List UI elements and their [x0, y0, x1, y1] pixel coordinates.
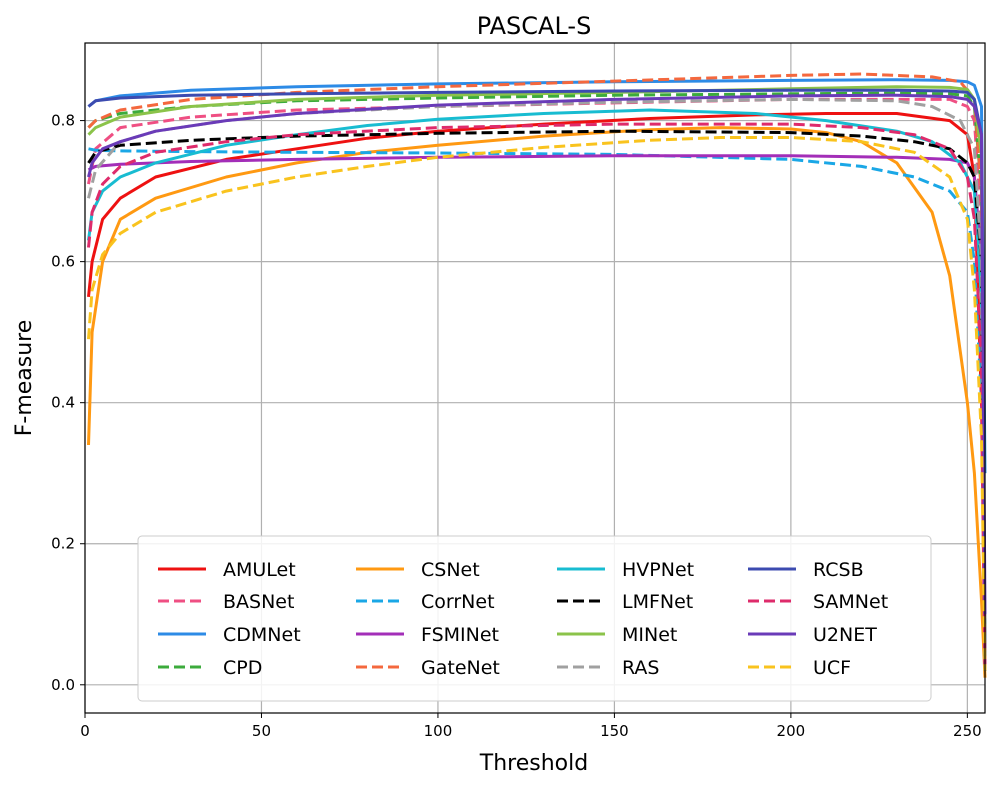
x-tick-label-0: 0	[80, 722, 90, 740]
x-tick-label-5: 250	[953, 722, 982, 740]
x-axis-ticks: 0 50 100 150 200 250	[80, 713, 982, 740]
y-tick-label-0: 0.0	[51, 676, 75, 694]
legend-label-u2net: U2NET	[813, 624, 877, 646]
x-tick-label-2: 100	[424, 722, 453, 740]
legend-label-basnet: BASNet	[223, 591, 294, 613]
series-line-corrnet	[88, 147, 987, 671]
legend-label-fsminet: FSMINet	[421, 624, 499, 646]
x-tick-label-3: 150	[600, 722, 629, 740]
y-tick-label-4: 0.8	[51, 112, 75, 130]
y-tick-label-2: 0.4	[51, 394, 75, 412]
series-line-ras	[87, 97, 987, 671]
series-line-ucf	[87, 136, 987, 671]
series-line-basnet	[87, 97, 987, 671]
legend-label-ras: RAS	[622, 657, 660, 679]
y-axis-label: F-measure	[12, 320, 37, 437]
series-line-cpd	[87, 91, 987, 671]
legend-label-minet: MINet	[622, 624, 677, 646]
legend-label-gatenet: GateNet	[421, 657, 500, 679]
legend-box	[137, 535, 932, 702]
series-line-u2net	[87, 93, 987, 615]
series-line-lmfnet	[87, 129, 987, 671]
series-line-cdmnet	[87, 78, 987, 474]
legend-label-cpd: CPD	[223, 657, 262, 679]
y-tick-label-1: 0.2	[51, 535, 75, 553]
series-line-csnet	[87, 126, 987, 678]
y-axis-ticks: 0.0 0.2 0.4 0.6 0.8	[51, 112, 85, 694]
plot-area-frame	[84, 42, 986, 714]
legend-label-csnet: CSNet	[421, 559, 480, 581]
series-layer	[87, 72, 987, 678]
y-tick-label-3: 0.6	[51, 253, 75, 271]
legend-label-lmfnet: LMFNet	[622, 591, 693, 613]
legend-label-samnet: SAMNet	[813, 591, 888, 613]
x-axis-label: Threshold	[479, 751, 588, 776]
x-tick-label-4: 200	[777, 722, 806, 740]
legend-label-corrnet: CorrNet	[421, 591, 495, 613]
legend-label-rcsb: RCSB	[813, 559, 864, 581]
legend-label-amulet: AMULet	[223, 559, 296, 581]
legend-label-cdmnet: CDMNet	[223, 624, 301, 646]
x-tick-label-1: 50	[252, 722, 271, 740]
chart-title: PASCAL-S	[477, 12, 592, 40]
legend: AMULet BASNet CDMNet CPD CSNet CorrNet FSMINet…	[137, 535, 932, 702]
series-line-samnet	[87, 122, 987, 671]
legend-label-ucf: UCF	[813, 657, 851, 679]
legend-label-hvpnet: HVPNet	[622, 559, 694, 581]
series-line-rcsb	[87, 88, 987, 671]
